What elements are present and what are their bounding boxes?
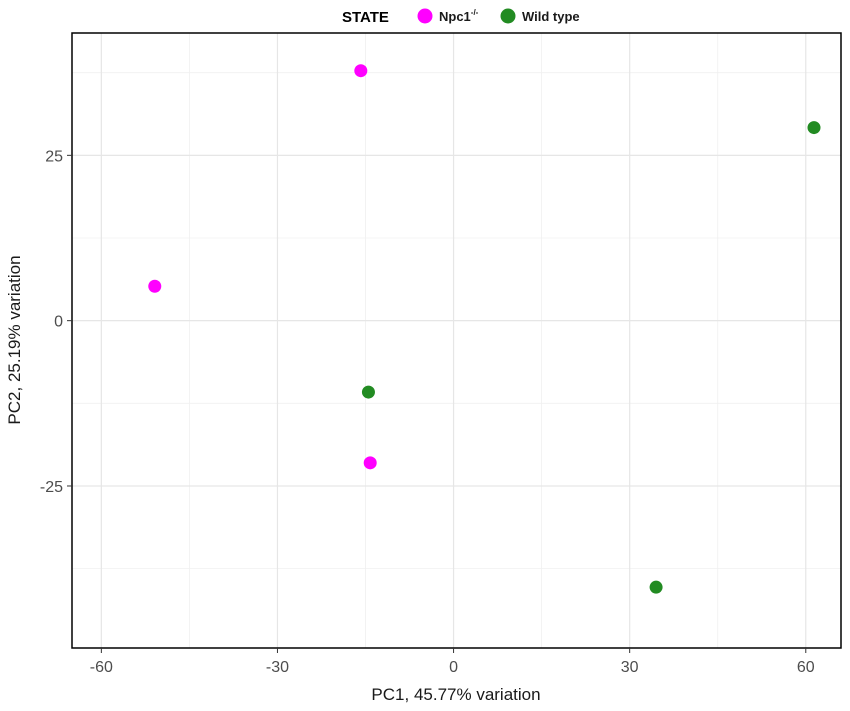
- legend-title: STATE: [342, 9, 389, 26]
- legend: STATE Npc1-/- Wild type: [342, 8, 580, 26]
- data-point: [363, 456, 377, 470]
- plot-panel: [71, 32, 842, 649]
- legend-label: Wild type: [522, 9, 580, 24]
- data-points: [148, 64, 821, 594]
- y-tick-label: -25: [40, 479, 63, 496]
- x-tick-label: 30: [621, 659, 639, 676]
- y-tick-label: 25: [45, 148, 63, 165]
- data-point: [354, 64, 368, 78]
- x-axis-title: PC1, 45.77% variation: [371, 685, 540, 704]
- y-axis-title: PC2, 25.19% variation: [5, 255, 24, 424]
- legend-key: [417, 8, 433, 24]
- data-point: [807, 121, 821, 135]
- x-tick-label: 60: [797, 659, 815, 676]
- x-tick-label: 0: [449, 659, 458, 676]
- x-tick-label: -60: [90, 659, 113, 676]
- y-tick-label: 0: [54, 314, 63, 331]
- legend-key: [500, 8, 516, 24]
- data-point: [148, 279, 162, 293]
- data-point: [649, 580, 663, 594]
- legend-label: Npc1-/-: [439, 8, 479, 24]
- x-tick-label: -30: [266, 659, 289, 676]
- data-point: [361, 385, 375, 399]
